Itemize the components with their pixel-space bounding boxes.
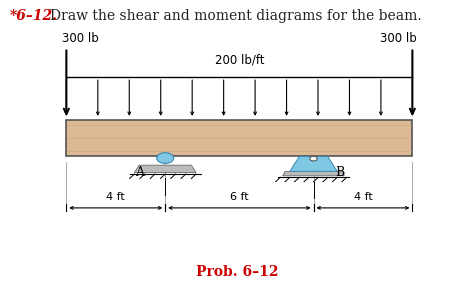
Text: B: B [335, 166, 344, 179]
Text: Draw the shear and moment diagrams for the beam.: Draw the shear and moment diagrams for t… [50, 9, 421, 23]
Circle shape [310, 156, 317, 161]
Text: 4 ft: 4 ft [354, 192, 372, 202]
Polygon shape [290, 157, 337, 171]
Text: A: A [135, 166, 144, 179]
Polygon shape [135, 165, 196, 173]
Bar [66, 120, 412, 156]
Text: 300 lb: 300 lb [380, 31, 417, 45]
Circle shape [157, 153, 174, 163]
Text: 6 ft: 6 ft [230, 192, 249, 202]
Text: 4 ft: 4 ft [107, 192, 125, 202]
Text: Prob. 6–12: Prob. 6–12 [196, 265, 278, 279]
Polygon shape [283, 171, 344, 176]
Text: *6–12.: *6–12. [9, 9, 57, 23]
Text: 200 lb/ft: 200 lb/ft [215, 54, 264, 67]
Text: 300 lb: 300 lb [62, 31, 99, 45]
